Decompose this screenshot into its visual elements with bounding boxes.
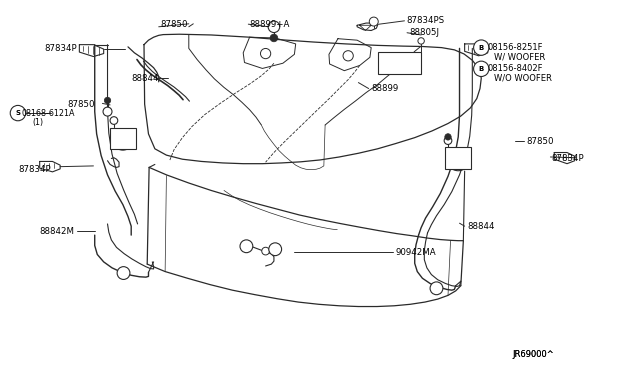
Circle shape bbox=[103, 107, 112, 116]
Text: 87850: 87850 bbox=[526, 137, 554, 146]
Text: 88899: 88899 bbox=[371, 84, 399, 93]
Circle shape bbox=[270, 34, 278, 42]
FancyBboxPatch shape bbox=[378, 52, 421, 74]
Circle shape bbox=[418, 38, 424, 44]
Text: 08156-8251F: 08156-8251F bbox=[488, 43, 543, 52]
Text: 87850: 87850 bbox=[67, 100, 95, 109]
Text: 88842M: 88842M bbox=[40, 227, 75, 236]
Text: 90942MA: 90942MA bbox=[396, 248, 436, 257]
Circle shape bbox=[474, 61, 489, 77]
Text: 88899+A: 88899+A bbox=[250, 20, 290, 29]
Circle shape bbox=[444, 137, 452, 144]
Text: 08168-6121A: 08168-6121A bbox=[21, 109, 75, 118]
FancyBboxPatch shape bbox=[110, 128, 136, 149]
Circle shape bbox=[262, 247, 269, 255]
Circle shape bbox=[117, 267, 130, 279]
Text: 08156-8402F: 08156-8402F bbox=[488, 64, 543, 73]
Text: W/ WOOFER: W/ WOOFER bbox=[494, 52, 545, 61]
Text: 87834PS: 87834PS bbox=[406, 16, 445, 25]
Text: (1): (1) bbox=[32, 118, 43, 127]
Text: 87834P: 87834P bbox=[552, 154, 584, 163]
Circle shape bbox=[369, 17, 378, 26]
Text: 87834P: 87834P bbox=[18, 165, 51, 174]
Text: 87850: 87850 bbox=[160, 20, 188, 29]
Text: S: S bbox=[15, 110, 20, 116]
Circle shape bbox=[445, 134, 451, 140]
Circle shape bbox=[268, 21, 280, 32]
Circle shape bbox=[343, 51, 353, 61]
Circle shape bbox=[430, 282, 443, 295]
Circle shape bbox=[110, 117, 118, 124]
Text: JR69000^: JR69000^ bbox=[512, 350, 554, 359]
Text: B: B bbox=[479, 45, 484, 51]
Text: 88805J: 88805J bbox=[410, 28, 440, 37]
FancyBboxPatch shape bbox=[445, 147, 471, 169]
Text: 88844: 88844 bbox=[467, 222, 495, 231]
Circle shape bbox=[240, 240, 253, 253]
Circle shape bbox=[474, 40, 489, 55]
Circle shape bbox=[10, 105, 26, 121]
Text: W/O WOOFER: W/O WOOFER bbox=[494, 74, 552, 83]
Circle shape bbox=[260, 48, 271, 59]
Text: 88844: 88844 bbox=[131, 74, 159, 83]
Circle shape bbox=[104, 97, 111, 104]
Text: 87834P: 87834P bbox=[45, 44, 77, 53]
Text: B: B bbox=[479, 66, 484, 72]
Circle shape bbox=[113, 129, 133, 150]
Text: JR69000^: JR69000^ bbox=[512, 350, 554, 359]
Circle shape bbox=[447, 148, 470, 171]
Circle shape bbox=[269, 243, 282, 256]
